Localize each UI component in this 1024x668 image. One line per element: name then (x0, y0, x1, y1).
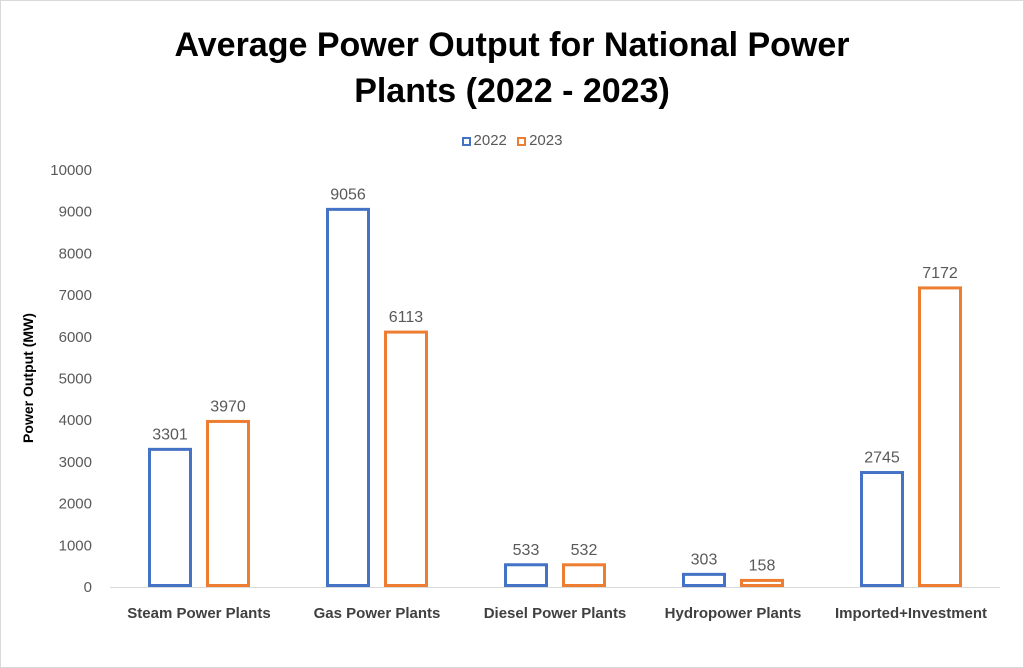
legend-swatch-2022 (461, 137, 471, 146)
legend-label-2022: 2022 (473, 132, 507, 149)
legend-swatch-2023 (517, 137, 527, 146)
bar-2023-1 (384, 330, 428, 587)
bar-2022-3 (682, 572, 726, 588)
bar-2023-4 (918, 286, 962, 587)
chart-title: Average Power Output for National Power … (0, 22, 1024, 114)
legend-item-2023: 2023 (517, 132, 562, 149)
data-label: 6113 (389, 309, 424, 326)
x-tick-label: Imported+Investment (835, 605, 987, 622)
bar-2023-3 (740, 578, 784, 587)
bar-2022-0 (148, 447, 192, 587)
data-label: 7172 (922, 265, 958, 282)
legend-item-2022: 2022 (461, 132, 507, 149)
bar-2022-1 (326, 207, 370, 587)
bar-2023-2 (562, 563, 606, 588)
data-label: 2745 (864, 450, 900, 467)
y-tick-label: 6000 (59, 329, 92, 346)
x-tick-label: Hydropower Plants (665, 605, 802, 622)
data-label: 532 (571, 542, 598, 559)
data-label: 3301 (152, 426, 188, 443)
data-label: 533 (513, 542, 540, 559)
legend-label-2023: 2023 (529, 132, 563, 149)
chart-title-line-2: Plants (2022 - 2023) (354, 72, 670, 110)
y-tick-label: 4000 (59, 412, 92, 429)
bar-2023-0 (206, 419, 250, 587)
x-tick-label: Gas Power Plants (314, 605, 441, 622)
x-tick-label: Steam Power Plants (127, 605, 270, 622)
y-tick-label: 9000 (59, 204, 92, 221)
x-tick-label: Diesel Power Plants (484, 605, 627, 622)
data-label: 303 (691, 551, 718, 568)
y-tick-label: 1000 (59, 537, 92, 554)
data-label: 9056 (330, 186, 366, 203)
data-label: 158 (749, 557, 776, 574)
y-tick-label: 0 (84, 579, 92, 596)
y-tick-label: 10000 (50, 162, 92, 179)
y-tick-label: 8000 (59, 245, 92, 262)
chart-legend: 2022 2023 (0, 132, 1024, 149)
y-tick-label: 5000 (59, 371, 92, 388)
chart-title-line-1: Average Power Output for National Power (174, 26, 850, 64)
bar-2022-4 (860, 471, 904, 588)
data-label: 3970 (210, 398, 246, 415)
bar-2022-2 (504, 563, 548, 588)
y-tick-label: 3000 (59, 454, 92, 471)
y-tick-label: 2000 (59, 496, 92, 513)
y-tick-label: 7000 (59, 287, 92, 304)
